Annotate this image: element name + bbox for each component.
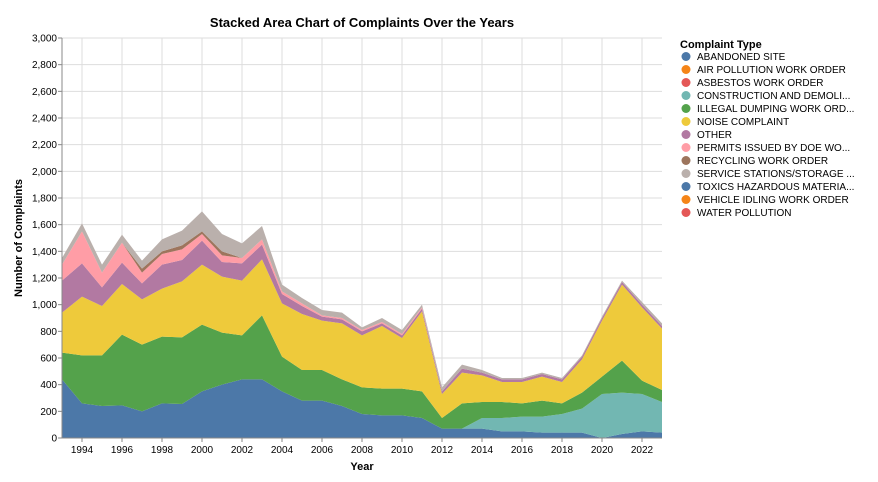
x-axis-title: Year [350, 461, 374, 473]
legend-label-permits-issued-by-doe-wo: PERMITS ISSUED BY DOE WO... [697, 143, 850, 154]
legend-label-toxics-hazardous-materia: TOXICS HAZARDOUS MATERIA... [697, 182, 854, 193]
chart-title: Stacked Area Chart of Complaints Over th… [210, 15, 514, 30]
x-tick-label: 1998 [151, 445, 174, 456]
x-tick-label: 2010 [391, 445, 414, 456]
area-noise-complaint [62, 259, 662, 418]
y-tick-label: 400 [40, 380, 57, 391]
legend-swatch-recycling-work-order [681, 156, 691, 165]
legend-swatch-noise-complaint [681, 117, 691, 126]
area-permits-issued-by-doe-wo [62, 231, 662, 392]
x-tick-label: 2004 [271, 445, 294, 456]
legend-swatch-construction-and-demoli [681, 91, 691, 100]
y-tick-label: 3,000 [32, 34, 57, 45]
y-tick-label: 1,800 [32, 194, 57, 205]
legend-swatch-asbestos-work-order [681, 78, 691, 87]
y-tick-label: 600 [40, 354, 57, 365]
y-tick-label: 1,600 [32, 220, 57, 231]
legend-label-air-pollution-work-order: AIR POLLUTION WORK ORDER [697, 65, 846, 76]
y-tick-label: 2,600 [32, 87, 57, 98]
legend-label-other: OTHER [697, 130, 732, 141]
legend-label-noise-complaint: NOISE COMPLAINT [697, 117, 789, 128]
legend-title: Complaint Type [680, 39, 762, 51]
x-tick-label: 2020 [591, 445, 614, 456]
legend-label-asbestos-work-order: ASBESTOS WORK ORDER [697, 78, 824, 89]
y-tick-label: 800 [40, 327, 57, 338]
area-layers [62, 211, 662, 438]
x-tick-label: 2002 [231, 445, 254, 456]
x-tick-label: 2006 [311, 445, 334, 456]
y-tick-label: 2,000 [32, 167, 57, 178]
legend: Complaint Type ABANDONED SITE AIR POLLUTI… [680, 39, 855, 219]
legend-swatch-permits-issued-by-doe-wo [681, 143, 691, 152]
x-tick-label: 2018 [551, 445, 574, 456]
x-tick-label: 2000 [191, 445, 214, 456]
area-abandoned-site [62, 379, 662, 438]
area-illegal-dumping-work-ord [62, 315, 662, 429]
legend-label-illegal-dumping-work-ord: ILLEGAL DUMPING WORK ORD... [697, 104, 854, 115]
legend-swatch-abandoned-site [681, 52, 691, 61]
y-tick-label: 2,200 [32, 140, 57, 151]
y-tick-label: 2,400 [32, 114, 57, 125]
legend-label-recycling-work-order: RECYCLING WORK ORDER [697, 156, 828, 167]
y-tick-label: 2,800 [32, 60, 57, 71]
x-tick-label: 2008 [351, 445, 374, 456]
legend-swatch-other [681, 130, 691, 139]
legend-swatch-service-stations-storage [681, 169, 691, 178]
legend-items: ABANDONED SITE AIR POLLUTION WORK ORDER AS… [681, 52, 855, 219]
y-tick-label: 0 [51, 434, 57, 445]
y-tick-label: 1,000 [32, 300, 57, 311]
x-tick-label: 2016 [511, 445, 534, 456]
x-tick-label: 2012 [431, 445, 454, 456]
x-tick-label: 1994 [71, 445, 94, 456]
legend-swatch-air-pollution-work-order [681, 65, 691, 74]
y-axis-title: Number of Complaints [13, 179, 25, 297]
x-tick-label: 2022 [631, 445, 654, 456]
legend-swatch-toxics-hazardous-materia [681, 182, 691, 191]
legend-label-water-pollution: WATER POLLUTION [697, 208, 791, 219]
legend-label-vehicle-idling-work-order: VEHICLE IDLING WORK ORDER [697, 195, 849, 206]
legend-swatch-vehicle-idling-work-order [681, 195, 691, 204]
y-tick-label: 1,400 [32, 247, 57, 258]
legend-swatch-water-pollution [681, 208, 691, 217]
legend-label-service-stations-storage: SERVICE STATIONS/STORAGE ... [697, 169, 855, 180]
legend-label-abandoned-site: ABANDONED SITE [697, 52, 786, 63]
axes: 0 200 400 600 800 1,000 1,200 1,400 1,600 1,800 2,… [32, 34, 662, 456]
legend-swatch-illegal-dumping-work-ord [681, 104, 691, 113]
y-tick-label: 200 [40, 407, 57, 418]
x-tick-label: 1996 [111, 445, 134, 456]
legend-label-construction-and-demoli: CONSTRUCTION AND DEMOLI... [697, 91, 850, 102]
area-construction-and-demoli [62, 379, 662, 438]
y-tick-label: 1,200 [32, 274, 57, 285]
x-tick-label: 2014 [471, 445, 494, 456]
